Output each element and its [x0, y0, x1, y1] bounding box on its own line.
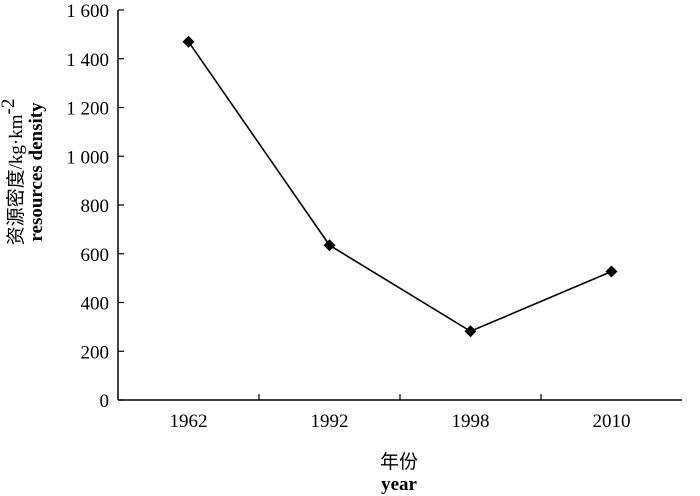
- x-tick-label: 1998: [452, 411, 490, 432]
- y-tick-label: 200: [81, 342, 110, 363]
- y-axis-title-cn: 资源密度: [5, 169, 27, 245]
- y-tick-label: 0: [100, 391, 110, 412]
- x-tick-label: 1962: [170, 411, 208, 432]
- x-tick-label: 1992: [311, 411, 349, 432]
- y-axis-title: 资源密度/kg·km-2 resources density: [0, 99, 47, 246]
- y-tick-label: 1 400: [66, 50, 109, 71]
- series-line: [187, 41, 612, 333]
- y-tick-label: 600: [81, 245, 110, 266]
- x-axis-title: 年份 year: [380, 451, 418, 495]
- y-tick-label: 1 000: [66, 147, 109, 168]
- y-axis-title-en: resources density: [26, 102, 47, 242]
- data-point: [323, 239, 336, 252]
- data-point: [605, 265, 618, 278]
- y-axis: 0 200 400 600 800 1 000 1 200 1 400 1 600: [66, 1, 124, 412]
- x-ticks: 1962 1992 1998 2010: [170, 394, 631, 432]
- y-tick-label: 800: [81, 196, 110, 217]
- y-ticks: 0 200 400 600 800 1 000 1 200 1 400 1 600: [66, 1, 124, 412]
- y-tick-label: 1 600: [66, 1, 109, 22]
- y-axis-title-unit: /kg·km: [6, 114, 27, 169]
- y-tick-label: 1 200: [66, 99, 109, 120]
- data-point: [182, 35, 195, 48]
- y-axis-title-unit-sup: -2: [0, 99, 19, 115]
- data-point: [464, 325, 477, 338]
- x-axis-title-en: year: [381, 474, 417, 495]
- x-tick-label: 2010: [593, 411, 631, 432]
- y-axis-title-line1: 资源密度/kg·km-2: [0, 99, 27, 246]
- y-tick-label: 400: [81, 294, 110, 315]
- x-axis: 1962 1992 1998 2010: [118, 394, 682, 432]
- x-axis-title-cn: 年份: [380, 451, 418, 473]
- series-group: [182, 35, 618, 338]
